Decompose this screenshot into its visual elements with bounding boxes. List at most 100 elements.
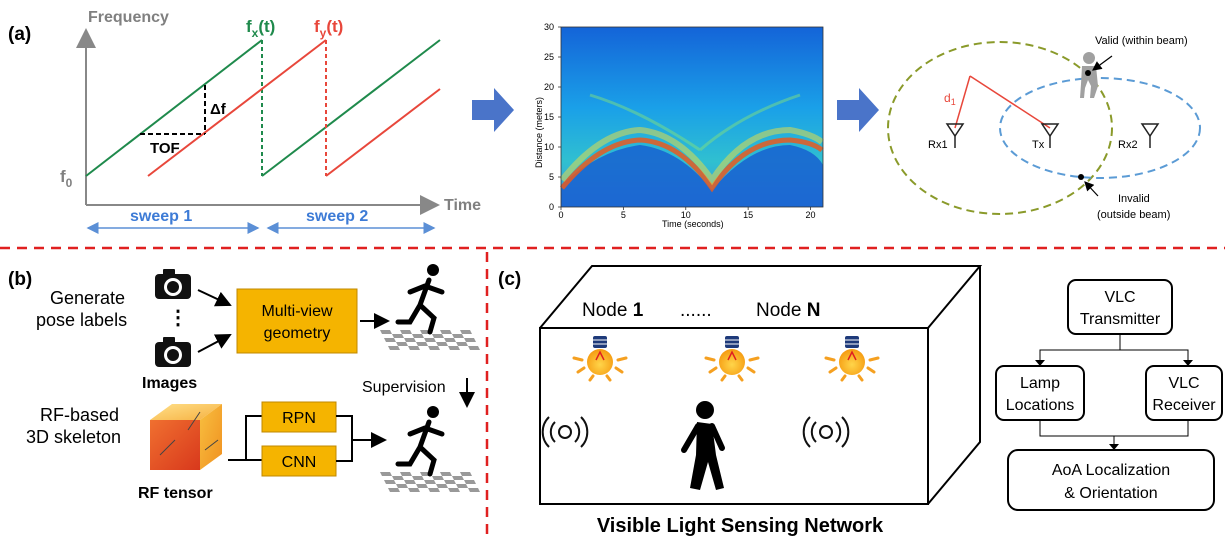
floor-tile	[408, 488, 420, 492]
spectrogram-y-tick-label: 5	[549, 172, 554, 182]
spectrogram-yellow-band	[559, 126, 824, 186]
invalid-pointer	[1084, 181, 1099, 197]
floor-tile	[384, 338, 396, 342]
d1-line	[954, 75, 971, 129]
floor-tile	[428, 488, 440, 492]
vlc-transmitter-text-1: VLC	[1104, 289, 1135, 306]
light-bulb-icon	[704, 336, 760, 382]
lamp-text-1: Lamp	[1020, 375, 1060, 392]
cnn-label: CNN	[282, 454, 317, 471]
spectrogram-upper-trace	[589, 93, 801, 152]
rx1-label: Rx1	[928, 139, 948, 151]
spectrogram-y-tick-label: 20	[544, 82, 554, 92]
floor-tile	[388, 488, 400, 492]
tx-antenna-icon	[1040, 123, 1060, 148]
floor-tile	[444, 338, 456, 342]
floor-tile	[436, 342, 448, 346]
chirp-plot: Frequency Time f0 fx(t) fy(t) TOF Δf swe…	[60, 9, 481, 234]
floor-tile	[392, 476, 404, 480]
floor-tile	[460, 330, 472, 334]
spectrogram-ylabel: Distance (meters)	[534, 97, 544, 168]
network-title: Visible Light Sensing Network	[597, 515, 884, 536]
receiver-text-2: Receiver	[1152, 397, 1216, 414]
images-label: Images	[142, 375, 197, 392]
spectrogram-x-tick-label: 15	[743, 210, 753, 220]
f0-label: f0	[60, 167, 73, 190]
camera-arrow-top	[197, 289, 232, 307]
floor-tile	[416, 484, 428, 488]
floor-tile	[468, 488, 480, 492]
spectrogram-red-curve	[560, 137, 824, 193]
floor-tile	[448, 488, 460, 492]
rx1-tx-ellipse	[887, 41, 1113, 215]
spectrogram-lower-region	[561, 145, 823, 207]
floor-tile	[404, 338, 416, 342]
spectrogram-y-tick-label: 30	[544, 22, 554, 32]
floor-tile	[396, 484, 408, 488]
fy-chirp-line	[147, 39, 327, 177]
floor-tile	[400, 330, 412, 334]
floor-tile	[416, 342, 428, 346]
camera-dots: ⋮	[168, 307, 188, 329]
light-sensor-icon-left	[541, 416, 589, 448]
invalid-label-2: (outside beam)	[1097, 209, 1170, 221]
fy-label: fy(t)	[314, 17, 343, 40]
panel-c-label: (c)	[498, 269, 521, 290]
floor-tile	[452, 334, 464, 338]
floor-tile	[432, 476, 444, 480]
valid-point	[1085, 70, 1091, 76]
floor-tile	[380, 330, 392, 334]
person-icon	[1080, 52, 1098, 98]
floor-tile	[424, 480, 436, 484]
fy-chirp-line-2	[325, 88, 441, 177]
floor-tile	[424, 338, 436, 342]
rf-tensor-label: RF tensor	[138, 485, 213, 502]
node-ellipsis: ......	[680, 300, 712, 321]
flow-arrow-2	[837, 88, 879, 132]
floor-tile	[456, 342, 468, 346]
flow-arrow-1	[472, 88, 514, 132]
walking-person-icon	[681, 401, 725, 490]
invalid-point	[1078, 174, 1084, 180]
spectrogram-x-tick-label: 20	[806, 210, 816, 220]
receiver-text-1: VLC	[1168, 375, 1199, 392]
fx-chirp-line	[85, 39, 263, 177]
floor-tile	[412, 334, 424, 338]
floor-tile	[436, 484, 448, 488]
node-n-label: Node N	[756, 300, 820, 321]
rx2-label: Rx2	[1118, 139, 1138, 151]
supervision-label: Supervision	[362, 379, 446, 396]
camera-icon-top	[155, 269, 191, 299]
spectrogram-y-tick-label: 0	[549, 202, 554, 212]
multiview-text-2: geometry	[264, 325, 331, 342]
rf-text-1: RF-based	[40, 405, 119, 425]
floor-tile	[432, 334, 444, 338]
aoa-box	[1007, 449, 1215, 511]
spectrogram-y-tick-label: 10	[544, 142, 554, 152]
rf-branch-line	[228, 415, 262, 461]
cnn-box	[261, 445, 337, 477]
floor-tile	[428, 346, 440, 350]
floor-tile	[396, 342, 408, 346]
tx-rx2-ellipse	[999, 77, 1201, 179]
sweep1-label: sweep 1	[130, 208, 192, 225]
floor-tile	[392, 334, 404, 338]
light-bulb-icon	[824, 336, 880, 382]
floor-tile	[460, 472, 472, 476]
x-axis-label: Time	[444, 197, 481, 214]
node-1-label: Node 1	[582, 300, 644, 321]
generate-text-1: Generate	[50, 288, 125, 308]
floor-tile	[464, 480, 476, 484]
spectrogram-y-tick-label: 15	[544, 112, 554, 122]
vlc-flowchart: VLC Transmitter Lamp Locations VLC Recei…	[995, 279, 1223, 511]
floor-tile	[464, 338, 476, 342]
invalid-label-1: Invalid	[1118, 193, 1150, 205]
floor-tile	[388, 346, 400, 350]
rx2-antenna-icon	[1140, 123, 1160, 148]
rx1-antenna-icon	[945, 123, 965, 148]
floor-tile	[400, 472, 412, 476]
floor-tile	[384, 480, 396, 484]
floor-tile	[408, 346, 420, 350]
floor-tile	[456, 484, 468, 488]
